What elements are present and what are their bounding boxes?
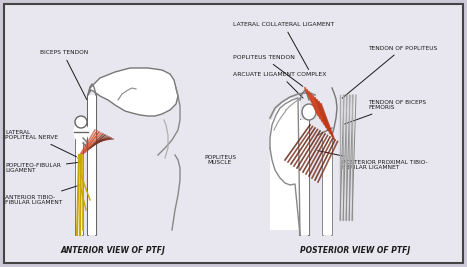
Text: POSTERIOR VIEW OF PTFJ: POSTERIOR VIEW OF PTFJ xyxy=(300,246,410,255)
Polygon shape xyxy=(88,68,178,116)
Text: POSTERIOR PROXIMAL TIBIO-
FIBULAR LIGAMNET: POSTERIOR PROXIMAL TIBIO- FIBULAR LIGAMN… xyxy=(318,151,428,170)
FancyBboxPatch shape xyxy=(300,120,309,235)
Text: POPLITEUS TENDON: POPLITEUS TENDON xyxy=(233,55,303,86)
Text: ANTERIOR TIBIO-
FIBULAR LIGAMENT: ANTERIOR TIBIO- FIBULAR LIGAMENT xyxy=(5,186,78,205)
Ellipse shape xyxy=(302,104,316,120)
Ellipse shape xyxy=(74,123,88,141)
Text: BICEPS TENDON: BICEPS TENDON xyxy=(40,50,88,100)
Text: TENDON OF POPLITEUS: TENDON OF POPLITEUS xyxy=(342,45,437,98)
Text: TENDON OF BICEPS
FEMORIS: TENDON OF BICEPS FEMORIS xyxy=(345,100,426,124)
Text: LATERAL COLLATERAL LIGAMENT: LATERAL COLLATERAL LIGAMENT xyxy=(233,22,334,70)
FancyBboxPatch shape xyxy=(4,4,463,263)
Ellipse shape xyxy=(75,116,87,128)
Text: ANTERIOR VIEW OF PTFJ: ANTERIOR VIEW OF PTFJ xyxy=(61,246,165,255)
Text: ARCUATE LIGAMENT COMPLEX: ARCUATE LIGAMENT COMPLEX xyxy=(233,72,326,98)
FancyBboxPatch shape xyxy=(323,135,332,235)
Text: POPLITEUS
MUSCLE: POPLITEUS MUSCLE xyxy=(204,155,236,165)
FancyBboxPatch shape xyxy=(76,140,83,235)
Text: POPLITEO-FIBULAR
LIGAMENT: POPLITEO-FIBULAR LIGAMENT xyxy=(5,162,79,173)
Polygon shape xyxy=(270,98,300,230)
Text: LATERAL
POPLITEAL NERVE: LATERAL POPLITEAL NERVE xyxy=(5,129,77,157)
FancyBboxPatch shape xyxy=(88,95,96,235)
